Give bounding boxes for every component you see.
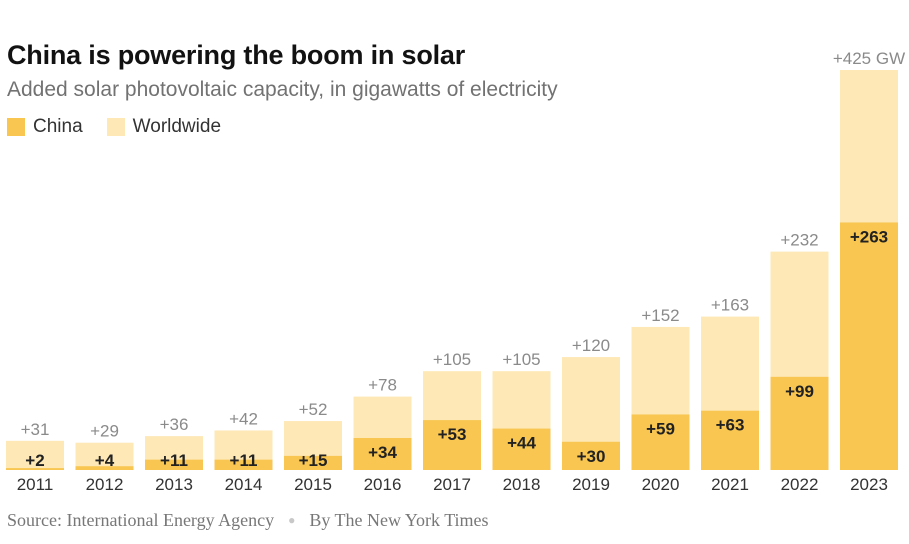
bar-worldwide-2012 [75, 442, 134, 470]
label-china-2021: +63 [716, 416, 745, 435]
bar-china-2019 [562, 441, 620, 470]
bar-china-2020 [631, 414, 690, 470]
label-worldwide-2020: +152 [641, 306, 679, 325]
bar-china-2014 [214, 459, 273, 470]
label-worldwide-2021: +163 [711, 296, 749, 315]
bar-worldwide-2011 [6, 440, 64, 470]
separator-dot-icon: ● [288, 513, 296, 527]
x-tick-2019: 2019 [572, 475, 610, 494]
x-tick-2017: 2017 [433, 475, 471, 494]
bar-china-2021 [701, 410, 759, 470]
legend-label-china: China [33, 116, 83, 137]
bar-china-2012 [75, 466, 134, 470]
label-worldwide-2019: +120 [572, 336, 610, 355]
x-tick-2022: 2022 [781, 475, 819, 494]
label-worldwide-2016: +78 [368, 376, 397, 395]
label-china-2022: +99 [785, 382, 814, 401]
label-china-2016: +34 [368, 443, 397, 462]
bar-china-2022 [770, 376, 829, 470]
x-tick-2016: 2016 [364, 475, 402, 494]
x-tick-2021: 2021 [711, 475, 749, 494]
label-china-2020: +59 [646, 419, 675, 438]
bar-china-2015 [284, 455, 342, 470]
bar-china-2011 [6, 468, 64, 470]
x-tick-2012: 2012 [86, 475, 124, 494]
x-tick-2023: 2023 [850, 475, 888, 494]
legend-swatch-worldwide [106, 118, 125, 136]
chart-subtitle: Added solar photovoltaic capacity, in gi… [7, 78, 558, 101]
label-china-2011: +2 [25, 451, 44, 470]
bar-china-2023 [840, 222, 898, 470]
x-tick-2018: 2018 [503, 475, 541, 494]
label-china-2023: +263 [850, 227, 888, 246]
x-tick-2013: 2013 [155, 475, 193, 494]
legend-item-worldwide: Worldwide [106, 116, 222, 138]
label-china-2014: +11 [230, 451, 258, 470]
legend-item-china: China [7, 116, 83, 138]
x-tick-2015: 2015 [294, 475, 332, 494]
bar-china-2018 [492, 428, 551, 470]
legend: China Worldwide [7, 116, 245, 138]
bar-chart: +31 +2 2011 +29 +4 2012 +36 +11 2013 +42 +11 2014 +5… [6, 49, 905, 494]
label-worldwide-2011: +31 [21, 420, 50, 439]
bar-china-2016 [353, 438, 412, 470]
label-worldwide-2023: +425 GW [833, 49, 905, 68]
chart-title: China is powering the boom in solar [7, 40, 466, 70]
x-tick-2011: 2011 [17, 475, 54, 494]
legend-label-worldwide: Worldwide [132, 116, 222, 137]
x-tick-2020: 2020 [642, 475, 680, 494]
label-china-2017: +53 [438, 425, 467, 444]
label-worldwide-2017: +105 [433, 350, 471, 369]
label-china-2018: +44 [507, 434, 536, 453]
label-worldwide-2015: +52 [299, 400, 328, 419]
label-china-2015: +15 [299, 451, 328, 470]
label-china-2019: +30 [577, 447, 606, 466]
label-worldwide-2013: +36 [160, 415, 189, 434]
label-worldwide-2012: +29 [90, 422, 119, 441]
bar-china-2017 [423, 420, 481, 470]
label-worldwide-2014: +42 [229, 409, 258, 428]
label-worldwide-2018: +105 [502, 350, 540, 369]
source-note: Source: International Energy Agency [7, 510, 275, 530]
footer: Source: International Energy Agency ● By… [7, 510, 489, 531]
label-china-2012: +4 [95, 451, 115, 470]
byline: By The New York Times [309, 510, 489, 530]
bar-china-2013 [145, 459, 203, 470]
x-tick-2014: 2014 [225, 475, 263, 494]
label-china-2013: +11 [160, 451, 188, 470]
label-worldwide-2022: +232 [780, 231, 818, 250]
legend-swatch-china [7, 118, 25, 136]
